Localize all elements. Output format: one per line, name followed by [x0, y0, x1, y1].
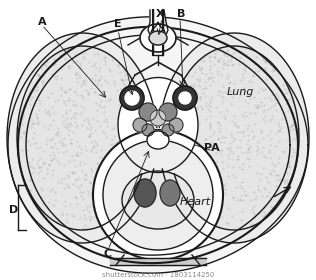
Ellipse shape [149, 31, 167, 45]
Text: Heart: Heart [179, 197, 210, 207]
Text: B: B [177, 9, 185, 19]
Circle shape [173, 86, 197, 110]
Text: shutterstock.com · 1803114250: shutterstock.com · 1803114250 [102, 272, 214, 278]
Ellipse shape [147, 131, 169, 149]
Ellipse shape [140, 24, 176, 52]
Ellipse shape [160, 180, 180, 206]
Polygon shape [148, 10, 168, 35]
Circle shape [133, 118, 147, 132]
Text: Lung: Lung [226, 87, 254, 97]
Ellipse shape [122, 171, 194, 229]
Polygon shape [159, 33, 309, 243]
Ellipse shape [118, 78, 198, 172]
Text: A: A [38, 17, 46, 27]
Ellipse shape [134, 179, 156, 207]
Text: PA: PA [204, 143, 220, 153]
Text: D: D [9, 205, 19, 215]
Text: E: E [114, 19, 122, 29]
Circle shape [159, 103, 177, 121]
Text: X: X [156, 9, 164, 19]
Polygon shape [8, 17, 308, 273]
Polygon shape [7, 33, 157, 243]
Circle shape [169, 118, 183, 132]
Circle shape [120, 86, 144, 110]
Circle shape [179, 92, 191, 104]
Circle shape [139, 103, 157, 121]
Circle shape [162, 124, 174, 136]
Polygon shape [17, 46, 146, 230]
Circle shape [125, 91, 139, 105]
Polygon shape [153, 10, 163, 55]
Circle shape [150, 110, 166, 126]
Text: C: C [104, 249, 112, 259]
Circle shape [142, 124, 154, 136]
Polygon shape [170, 46, 299, 230]
Circle shape [103, 140, 213, 250]
Circle shape [93, 130, 223, 260]
